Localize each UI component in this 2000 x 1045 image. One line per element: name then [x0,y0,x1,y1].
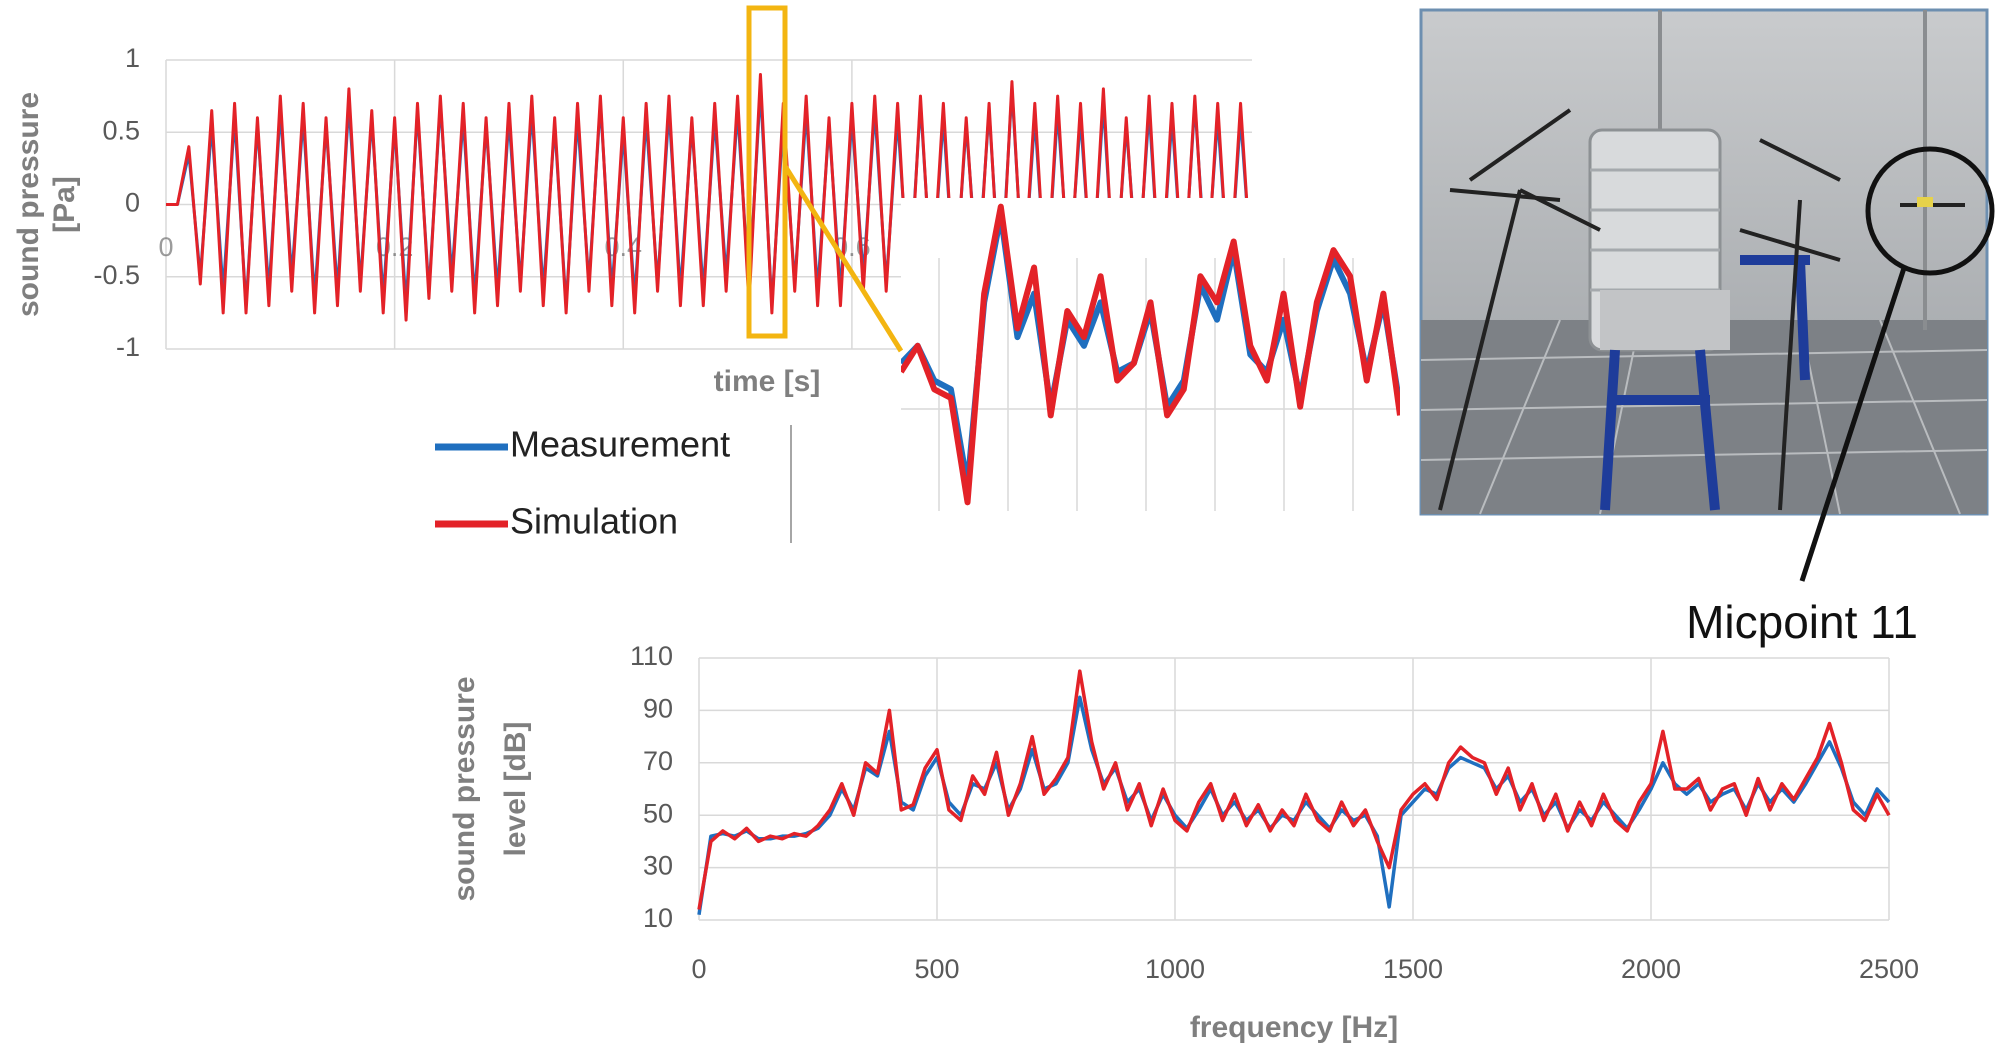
y-tick-label: 90 [643,694,673,724]
y-axis-label: level [dB] [499,721,532,856]
mic-circle [1865,146,1995,276]
x-tick-label: 0.2 [376,232,414,262]
y-tick-label: 50 [643,798,673,828]
y-tick-label: -1 [116,332,140,362]
x-axis-label: time [s] [714,365,821,398]
x-tick-label: 1500 [1383,954,1443,984]
series-line [901,203,1400,506]
y-tick-label: 0.5 [102,115,140,145]
inset-background [901,198,1400,511]
mic-label: Micpoint 11 [1686,596,1918,648]
x-tick-label: 0 [691,954,706,984]
mic-pointer [1799,267,1907,582]
x-tick-label: 0 [158,232,173,262]
photo [1419,8,1989,516]
x-axis-label: frequency [Hz] [1190,1011,1398,1044]
y-axis-label: sound pressure [12,92,45,317]
zoom-box [746,5,788,339]
x-tick-label: 1000 [1145,954,1205,984]
y-axis-label: [Pa] [48,176,81,233]
x-tick-label: 500 [914,954,959,984]
y-tick-label: -0.5 [93,260,140,290]
y-tick-label: 1 [125,43,140,73]
zoom-connector [782,164,904,353]
y-tick-label: 30 [643,851,673,881]
y-tick-label: 0 [125,188,140,218]
y-tick-label: 70 [643,746,673,776]
series-line [697,669,1891,910]
y-tick-label: 10 [643,903,673,933]
legend-label: Simulation [510,501,678,542]
y-axis-label: sound pressure [448,676,481,901]
legend-label: Measurement [510,424,730,465]
x-tick-label: 2000 [1621,954,1681,984]
y-tick-label: 110 [630,641,673,671]
x-tick-label: 2500 [1859,954,1919,984]
